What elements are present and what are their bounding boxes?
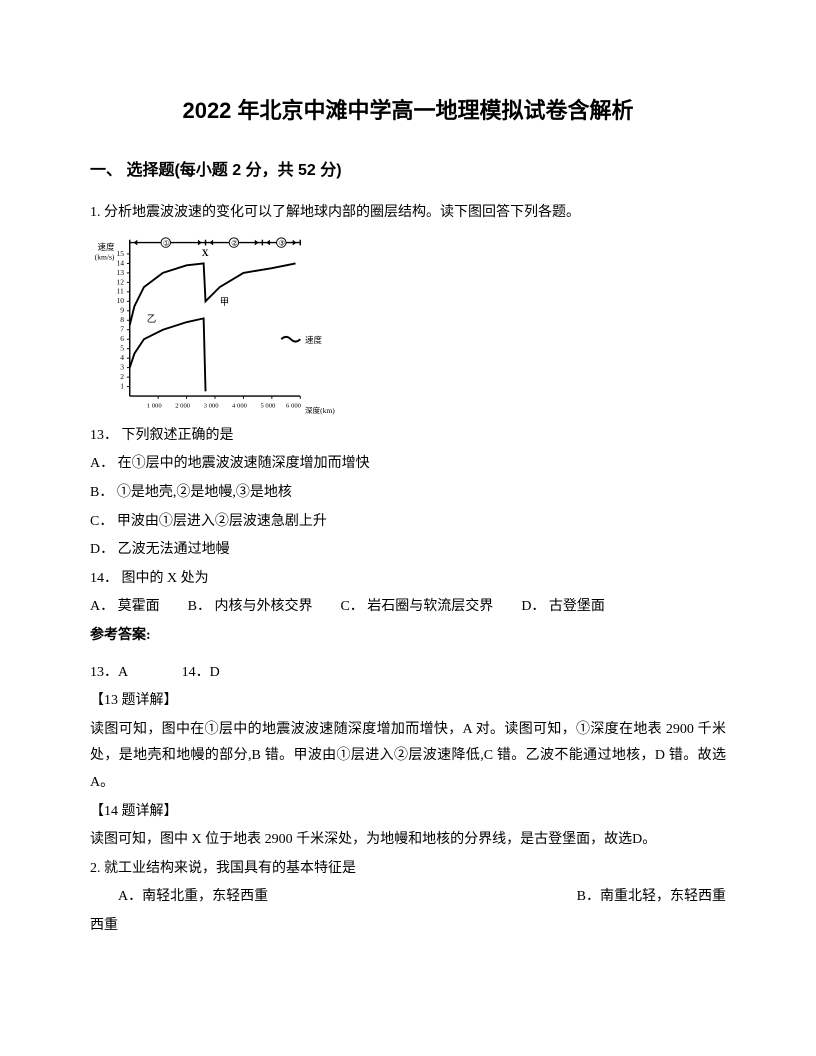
svg-text:7: 7 [120,324,124,333]
explain13-label: 【13 题详解】 [90,688,726,715]
q13-opt-d: D． 乙波无法通过地幔 [90,537,726,564]
answer-13: 13．A [90,665,128,680]
svg-text:10: 10 [116,296,124,305]
q13-stem: 13． 下列叙述正确的是 [90,423,726,450]
y-axis-label: 速度 [98,242,116,252]
svg-text:5 000: 5 000 [260,402,276,409]
svg-text:15: 15 [116,249,124,258]
seismic-wave-chart: 速度 (km/s) 15 14 13 12 11 10 9 8 7 6 5 4 … [90,235,340,415]
q2-stem: 2. 就工业结构来说，我国具有的基本特征是 [90,856,726,883]
page-title: 2022 年北京中滩中学高一地理模拟试卷含解析 [90,90,726,132]
svg-text:6: 6 [120,334,124,343]
answer-14: 14．D [182,665,220,680]
jia-label: 甲 [220,297,229,308]
q13-opt-c: C． 甲波由①层进入②层波速急剧上升 [90,509,726,536]
q14-opt-b: B． 内核与外核交界 [188,594,313,621]
x-marker: X [202,249,209,259]
q14-opt-a: A． 莫霍面 [90,594,160,621]
svg-text:2 000: 2 000 [175,402,191,409]
section-header: 一、 选择题(每小题 2 分，共 52 分) [90,156,726,186]
yi-curve [130,318,206,391]
q2-options-row: A．南轻北重，东轻西重 B．南重北轻，东轻西重 [90,884,726,911]
svg-text:①: ① [163,238,170,247]
q2-opt-b-line2: 西重 [90,913,726,940]
svg-text:9: 9 [120,305,124,314]
q13-opt-a: A． 在①层中的地震波波速随深度增加而增快 [90,451,726,478]
svg-text:4 000: 4 000 [232,402,248,409]
explain14-text: 读图可知，图中 X 位于地表 2900 千米深处，为地幔和地核的分界线，是古登堡… [90,827,726,854]
svg-text:6 000: 6 000 [286,402,302,409]
q13-opt-b: B． ①是地壳,②是地幔,③是地核 [90,480,726,507]
svg-text:5: 5 [120,343,124,352]
yi-label: 乙 [147,314,156,325]
explain14-label: 【14 题详解】 [90,799,726,826]
q14-opt-d: D． 古登堡面 [521,594,605,621]
svg-text:②: ② [231,238,238,247]
svg-text:③: ③ [278,238,285,247]
answer-label: 参考答案: [90,623,726,650]
q2-opt-b: B．南重北轻，东轻西重 [577,884,726,911]
q14-stem: 14． 图中的 X 处为 [90,566,726,593]
svg-text:11: 11 [116,287,124,296]
q1-intro: 1. 分析地震波波速的变化可以了解地球内部的圈层结构。读下图回答下列各题。 [90,200,726,227]
svg-text:3: 3 [120,362,124,371]
answers: 13．A 14．D [90,660,726,687]
svg-text:14: 14 [116,258,124,267]
svg-text:4: 4 [120,353,124,362]
explain13-text: 读图可知，图中在①层中的地震波波速随深度增加而增快，A 对。读图可知，①深度在地… [90,717,726,797]
y-axis-unit: (km/s) [95,252,115,261]
svg-text:12: 12 [116,277,124,286]
q14-options: A． 莫霍面 B． 内核与外核交界 C． 岩石圈与软流层交界 D． 古登堡面 [90,594,726,621]
svg-text:1: 1 [120,381,124,390]
svg-text:3 000: 3 000 [204,402,220,409]
svg-text:2: 2 [120,372,124,381]
q2-opt-a: A．南轻北重，东轻西重 [90,884,268,911]
chart-svg: 速度 (km/s) 15 14 13 12 11 10 9 8 7 6 5 4 … [90,235,340,415]
q14-opt-c: C． 岩石圈与软流层交界 [340,594,493,621]
x-axis-label: 深度(km) [305,405,335,415]
svg-text:8: 8 [120,315,124,324]
svg-text:13: 13 [116,268,124,277]
svg-text:1 000: 1 000 [147,402,163,409]
legend-label: 速度 [305,335,323,345]
